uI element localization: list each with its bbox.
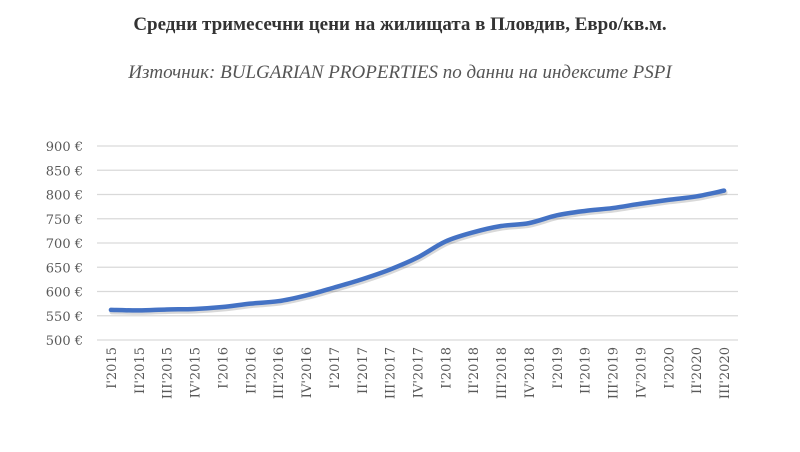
y-tick-label: 850 € <box>46 164 83 179</box>
y-tick-label: 500 € <box>46 334 83 349</box>
y-tick-label: 550 € <box>46 310 83 325</box>
series-line-shadow <box>109 190 728 315</box>
x-tick-label: III'2020 <box>718 347 733 399</box>
x-tick-label: III'2015 <box>161 347 176 399</box>
y-tick-label: 650 € <box>46 261 83 276</box>
x-tick-label: III'2017 <box>384 347 399 399</box>
x-tick-label: IV'2015 <box>189 347 204 398</box>
x-tick-label: I'2015 <box>105 347 120 389</box>
x-tick-label: III'2018 <box>495 347 510 399</box>
chart-subtitle: Източник: BULGARIAN PROPERTIES по данни … <box>128 62 672 83</box>
x-tick-label: I'2016 <box>216 347 231 389</box>
y-tick-label: 750 € <box>46 213 83 228</box>
x-tick-label: II'2016 <box>244 347 259 394</box>
y-tick-label: 700 € <box>46 237 83 252</box>
x-tick-label: III'2019 <box>607 347 622 399</box>
chart-title: Средни тримесечни цени на жилищата в Пло… <box>133 14 667 35</box>
x-tick-label: II'2020 <box>690 347 705 394</box>
x-tick-label: IV'2018 <box>523 347 538 398</box>
y-tick-label: 800 € <box>46 189 83 204</box>
x-tick-label: IV'2016 <box>300 347 315 398</box>
x-tick-label: IV'2019 <box>634 347 649 398</box>
x-tick-label: II'2018 <box>467 347 482 394</box>
y-tick-label: 600 € <box>46 286 83 301</box>
x-tick-label: II'2017 <box>356 347 371 394</box>
x-tick-label: I'2017 <box>328 347 343 389</box>
x-tick-label: I'2019 <box>551 347 566 389</box>
x-tick-label: I'2018 <box>439 347 454 389</box>
x-tick-label: II'2015 <box>133 347 148 394</box>
x-tick-label: IV'2017 <box>412 347 427 398</box>
x-tick-label: I'2020 <box>662 347 677 389</box>
x-tick-label: II'2019 <box>579 347 594 394</box>
y-tick-label: 900 € <box>46 140 83 155</box>
x-tick-label: III'2016 <box>272 347 287 399</box>
